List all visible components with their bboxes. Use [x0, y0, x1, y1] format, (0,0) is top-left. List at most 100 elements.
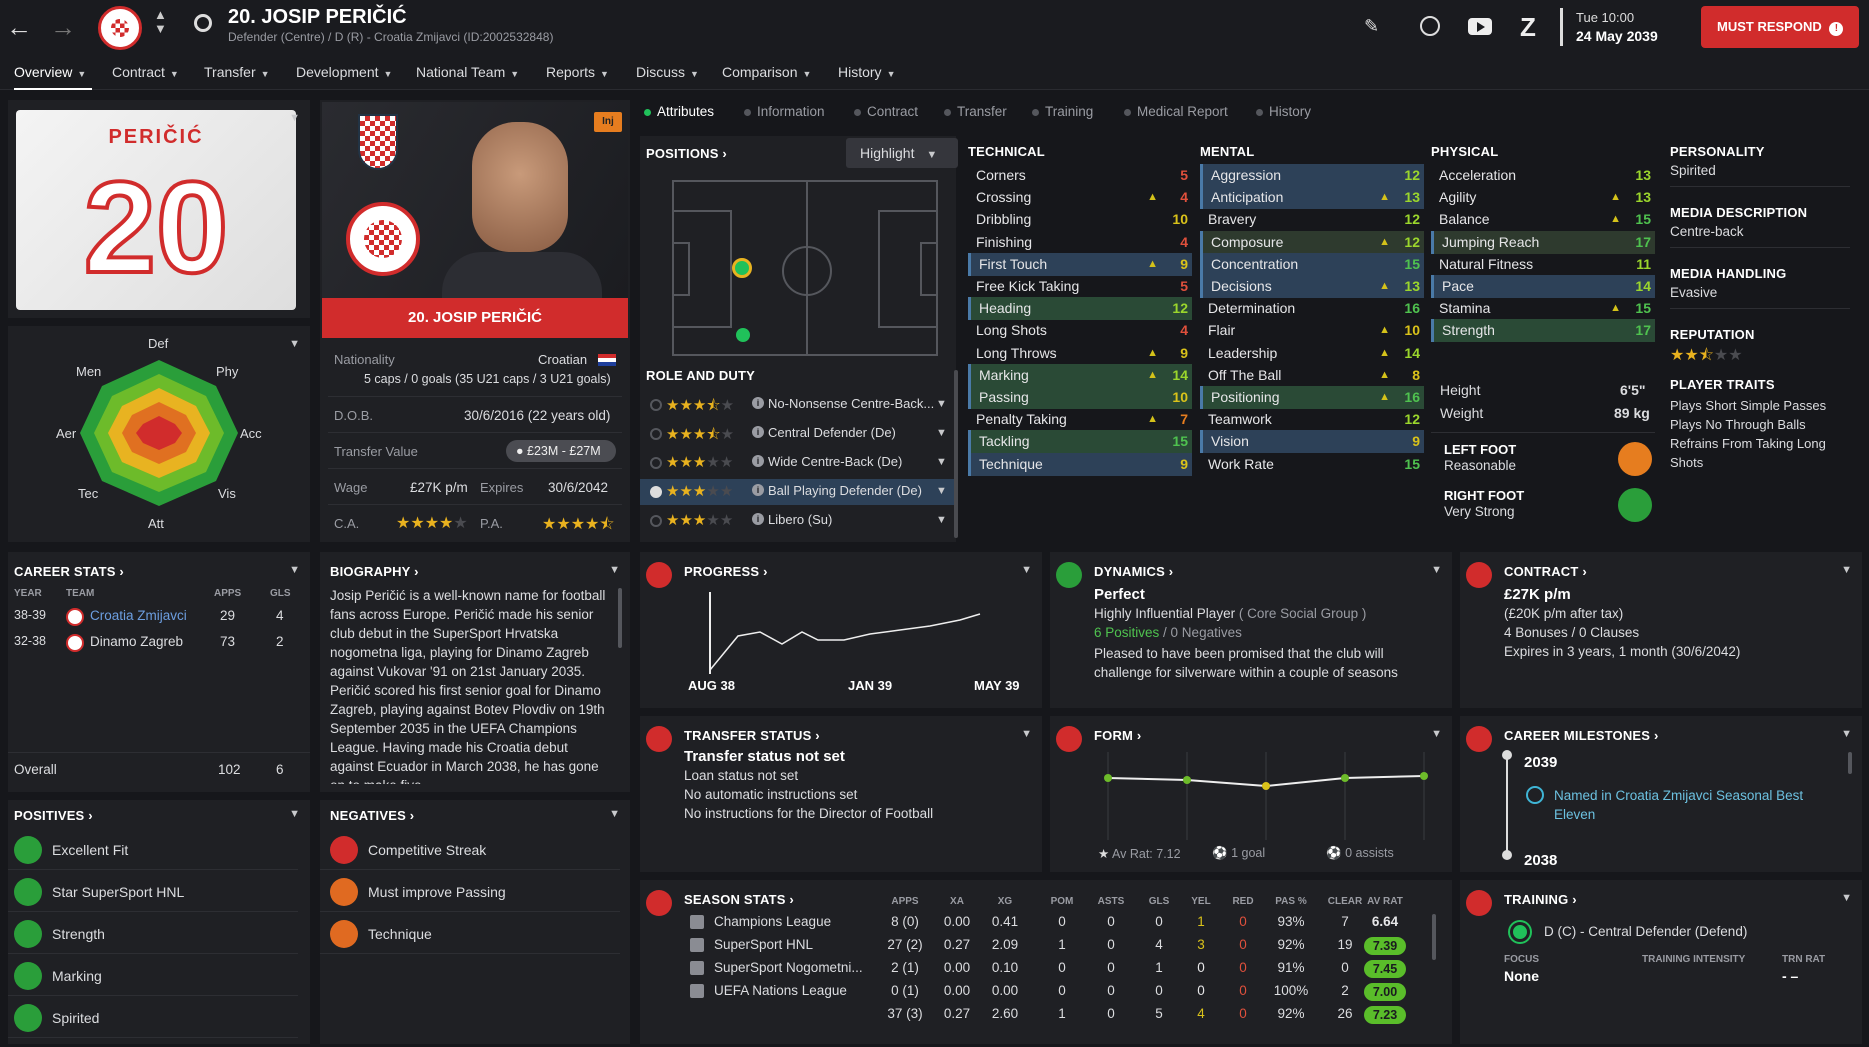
- position-dc-marker[interactable]: [732, 258, 752, 278]
- biography-dropdown-icon[interactable]: ▼: [609, 564, 620, 576]
- progress-title[interactable]: PROGRESS ›: [684, 564, 768, 579]
- attribute-passing[interactable]: Passing 10: [968, 386, 1192, 409]
- nav-national-team[interactable]: National Team ▼: [416, 64, 519, 80]
- attribute-decisions[interactable]: Decisions ▲ 13: [1200, 275, 1424, 298]
- biography-scrollbar[interactable]: [618, 588, 622, 648]
- radar-dropdown-icon[interactable]: ▼: [289, 338, 300, 350]
- table-row[interactable]: 37 (3) 0.27 2.60 1 0 5 4 0 92% 26 7.23: [640, 1004, 1452, 1026]
- attribute-balance[interactable]: Balance ▲ 15: [1431, 208, 1655, 231]
- role-row[interactable]: ★★★⯪★ i Central Defender (De) ▼: [640, 421, 956, 447]
- transfer-title[interactable]: TRANSFER STATUS ›: [684, 728, 820, 743]
- roles-scrollbar[interactable]: [954, 370, 958, 538]
- list-item[interactable]: Spirited: [8, 998, 298, 1038]
- attribute-anticipation[interactable]: Anticipation ▲ 13: [1200, 186, 1424, 210]
- negatives-dropdown-icon[interactable]: ▼: [609, 808, 620, 820]
- info-icon[interactable]: i: [752, 484, 764, 496]
- chevron-down-icon[interactable]: ▼: [936, 514, 947, 526]
- attribute-natural-fitness[interactable]: Natural Fitness 11: [1431, 253, 1655, 276]
- chevron-down-icon[interactable]: ▼: [936, 398, 947, 410]
- subtab-history[interactable]: History: [1256, 104, 1311, 119]
- nav-history[interactable]: History ▼: [838, 64, 895, 80]
- attribute-leadership[interactable]: Leadership ▲ 14: [1200, 342, 1424, 365]
- attribute-first-touch[interactable]: First Touch ▲ 9: [968, 252, 1192, 276]
- subtab-transfer[interactable]: Transfer: [944, 104, 1007, 119]
- training-dropdown-icon[interactable]: ▼: [1841, 892, 1852, 904]
- attribute-positioning[interactable]: Positioning ▲ 16: [1200, 386, 1424, 409]
- training-title[interactable]: TRAINING ›: [1504, 892, 1577, 907]
- table-row[interactable]: 38-39 Croatia Zmijavci 29 4: [8, 606, 310, 630]
- milestones-dropdown-icon[interactable]: ▼: [1841, 728, 1852, 740]
- form-dropdown-icon[interactable]: ▼: [1431, 728, 1442, 740]
- progress-dropdown-icon[interactable]: ▼: [1021, 564, 1032, 576]
- role-row[interactable]: ★★★★★ i Ball Playing Defender (De) ▼: [640, 479, 956, 505]
- chevron-down-icon[interactable]: ▼: [936, 485, 947, 497]
- list-item[interactable]: Strength: [8, 914, 298, 954]
- attribute-agility[interactable]: Agility ▲ 13: [1431, 186, 1655, 209]
- nav-transfer[interactable]: Transfer ▼: [204, 64, 270, 80]
- career-dropdown-icon[interactable]: ▼: [289, 564, 300, 576]
- list-item[interactable]: Technique: [320, 914, 620, 954]
- table-row[interactable]: SuperSport Nogometni... 2 (1) 0.00 0.10 0 0 1 0…: [640, 958, 1452, 980]
- list-item[interactable]: Competitive Streak: [320, 830, 620, 870]
- season-scrollbar[interactable]: [1432, 914, 1436, 960]
- attribute-marking[interactable]: Marking ▲ 14: [968, 363, 1192, 387]
- attribute-bravery[interactable]: Bravery 12: [1200, 208, 1424, 231]
- attribute-work-rate[interactable]: Work Rate 15: [1200, 453, 1424, 476]
- positives-title[interactable]: POSITIVES ›: [14, 808, 93, 823]
- nav-discuss[interactable]: Discuss ▼: [636, 64, 699, 80]
- dynamics-dropdown-icon[interactable]: ▼: [1431, 564, 1442, 576]
- attribute-composure[interactable]: Composure ▲ 12: [1200, 230, 1424, 254]
- nav-reports[interactable]: Reports ▼: [546, 64, 609, 80]
- edit-icon[interactable]: ✎: [1364, 16, 1380, 36]
- attribute-flair[interactable]: Flair ▲ 10: [1200, 319, 1424, 342]
- attribute-crossing[interactable]: Crossing ▲ 4: [968, 186, 1192, 209]
- back-icon[interactable]: ←: [6, 12, 32, 42]
- info-icon[interactable]: i: [752, 513, 764, 525]
- career-team[interactable]: Croatia Zmijavci: [90, 608, 187, 623]
- nav-overview[interactable]: Overview ▼: [14, 64, 92, 90]
- attribute-aggression[interactable]: Aggression 12: [1200, 164, 1424, 187]
- role-radio[interactable]: [650, 428, 662, 440]
- youtube-icon[interactable]: [1468, 18, 1492, 35]
- negatives-title[interactable]: NEGATIVES ›: [330, 808, 415, 823]
- competition-name[interactable]: SuperSport Nogometni...: [714, 960, 863, 975]
- table-row[interactable]: SuperSport HNL 27 (2) 0.27 2.09 1 0 4 3 0 92% 19 7.…: [640, 935, 1452, 957]
- must-respond-button[interactable]: MUST RESPOND !: [1701, 6, 1859, 48]
- attribute-acceleration[interactable]: Acceleration 13: [1431, 164, 1655, 187]
- career-team[interactable]: Dinamo Zagreb: [90, 634, 184, 649]
- attribute-tackling[interactable]: Tackling 15: [968, 430, 1192, 454]
- info-icon[interactable]: i: [752, 426, 764, 438]
- list-item[interactable]: Excellent Fit: [8, 830, 298, 870]
- nav-development[interactable]: Development ▼: [296, 64, 392, 80]
- training-role[interactable]: D (C) - Central Defender (Defend): [1544, 924, 1748, 939]
- attribute-pace[interactable]: Pace 14: [1431, 275, 1655, 298]
- subtab-medical-report[interactable]: Medical Report: [1124, 104, 1228, 119]
- attribute-long-throws[interactable]: Long Throws ▲ 9: [968, 342, 1192, 365]
- milestones-title[interactable]: CAREER MILESTONES ›: [1504, 728, 1659, 743]
- role-radio[interactable]: [650, 399, 662, 411]
- contract-dropdown-icon[interactable]: ▼: [1841, 564, 1852, 576]
- info-icon[interactable]: i: [752, 455, 764, 467]
- subtab-information[interactable]: Information: [744, 104, 825, 119]
- position-dr-marker[interactable]: [736, 328, 750, 342]
- attribute-jumping-reach[interactable]: Jumping Reach 17: [1431, 230, 1655, 254]
- shirt-dropdown-icon[interactable]: ▼: [289, 112, 300, 124]
- player-switch-icon[interactable]: ▲ ▼: [154, 7, 167, 36]
- attribute-determination[interactable]: Determination 16: [1200, 297, 1424, 320]
- competition-name[interactable]: UEFA Nations League: [714, 983, 847, 998]
- attribute-strength[interactable]: Strength 17: [1431, 319, 1655, 343]
- list-item[interactable]: Star SuperSport HNL: [8, 872, 298, 912]
- transfer-value-pill[interactable]: ● £23M - £27M: [506, 440, 616, 462]
- table-row[interactable]: UEFA Nations League 0 (1) 0.00 0.00 0 0 0 0 0 100…: [640, 981, 1452, 1003]
- attribute-stamina[interactable]: Stamina ▲ 15: [1431, 297, 1655, 320]
- career-title[interactable]: CAREER STATS ›: [14, 564, 124, 579]
- attribute-teamwork[interactable]: Teamwork 12: [1200, 408, 1424, 431]
- milestones-scrollbar[interactable]: [1848, 752, 1852, 774]
- attribute-penalty-taking[interactable]: Penalty Taking ▲ 7: [968, 408, 1192, 431]
- positions-title[interactable]: POSITIONS ›: [646, 146, 727, 161]
- competition-name[interactable]: SuperSport HNL: [714, 937, 814, 952]
- role-radio[interactable]: [650, 457, 662, 469]
- nav-contract[interactable]: Contract ▼: [112, 64, 179, 80]
- attribute-dribbling[interactable]: Dribbling 10: [968, 208, 1192, 231]
- milestone-item-1[interactable]: Named in Croatia Zmijavci Seasonal Best …: [1554, 788, 1804, 822]
